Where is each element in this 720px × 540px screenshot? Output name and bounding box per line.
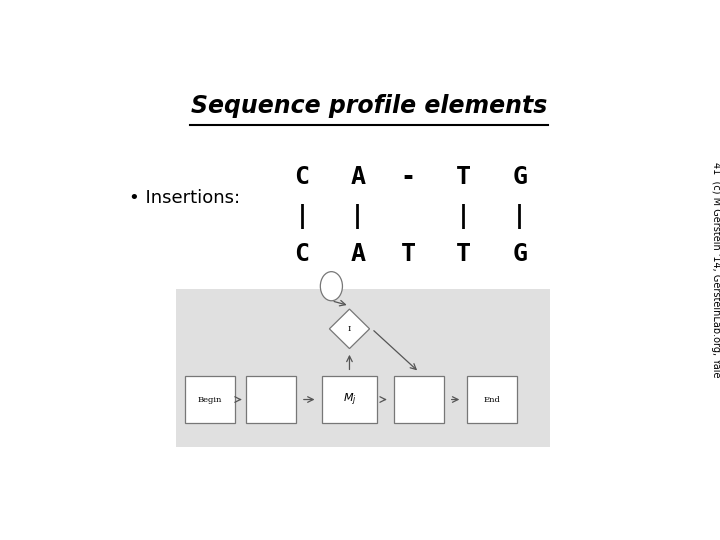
Text: G: G <box>512 165 527 189</box>
Text: T: T <box>456 165 472 189</box>
Text: Sequence profile elements: Sequence profile elements <box>191 94 547 118</box>
Text: T: T <box>400 242 415 266</box>
Text: $M_j$: $M_j$ <box>343 392 356 408</box>
FancyBboxPatch shape <box>176 289 550 447</box>
FancyBboxPatch shape <box>394 376 444 423</box>
FancyBboxPatch shape <box>467 376 517 423</box>
Text: |: | <box>456 204 472 229</box>
Text: T: T <box>456 242 472 266</box>
Text: -: - <box>400 165 415 189</box>
Ellipse shape <box>320 272 343 301</box>
Text: • Insertions:: • Insertions: <box>129 189 240 207</box>
Text: 41  (c) M Gerstein '14, GersteinLab.org, Yale: 41 (c) M Gerstein '14, GersteinLab.org, … <box>711 162 720 378</box>
FancyBboxPatch shape <box>185 376 235 423</box>
Polygon shape <box>329 309 369 349</box>
Text: End: End <box>483 395 500 403</box>
Text: Begin: Begin <box>198 395 222 403</box>
Text: A: A <box>351 242 365 266</box>
Text: G: G <box>512 242 527 266</box>
Text: I: I <box>348 325 351 333</box>
FancyBboxPatch shape <box>246 376 297 423</box>
FancyBboxPatch shape <box>322 376 377 423</box>
Text: C: C <box>294 165 310 189</box>
Text: |: | <box>294 204 310 229</box>
Text: |: | <box>351 204 365 229</box>
Text: A: A <box>351 165 365 189</box>
Text: C: C <box>294 242 310 266</box>
Text: |: | <box>512 204 527 229</box>
